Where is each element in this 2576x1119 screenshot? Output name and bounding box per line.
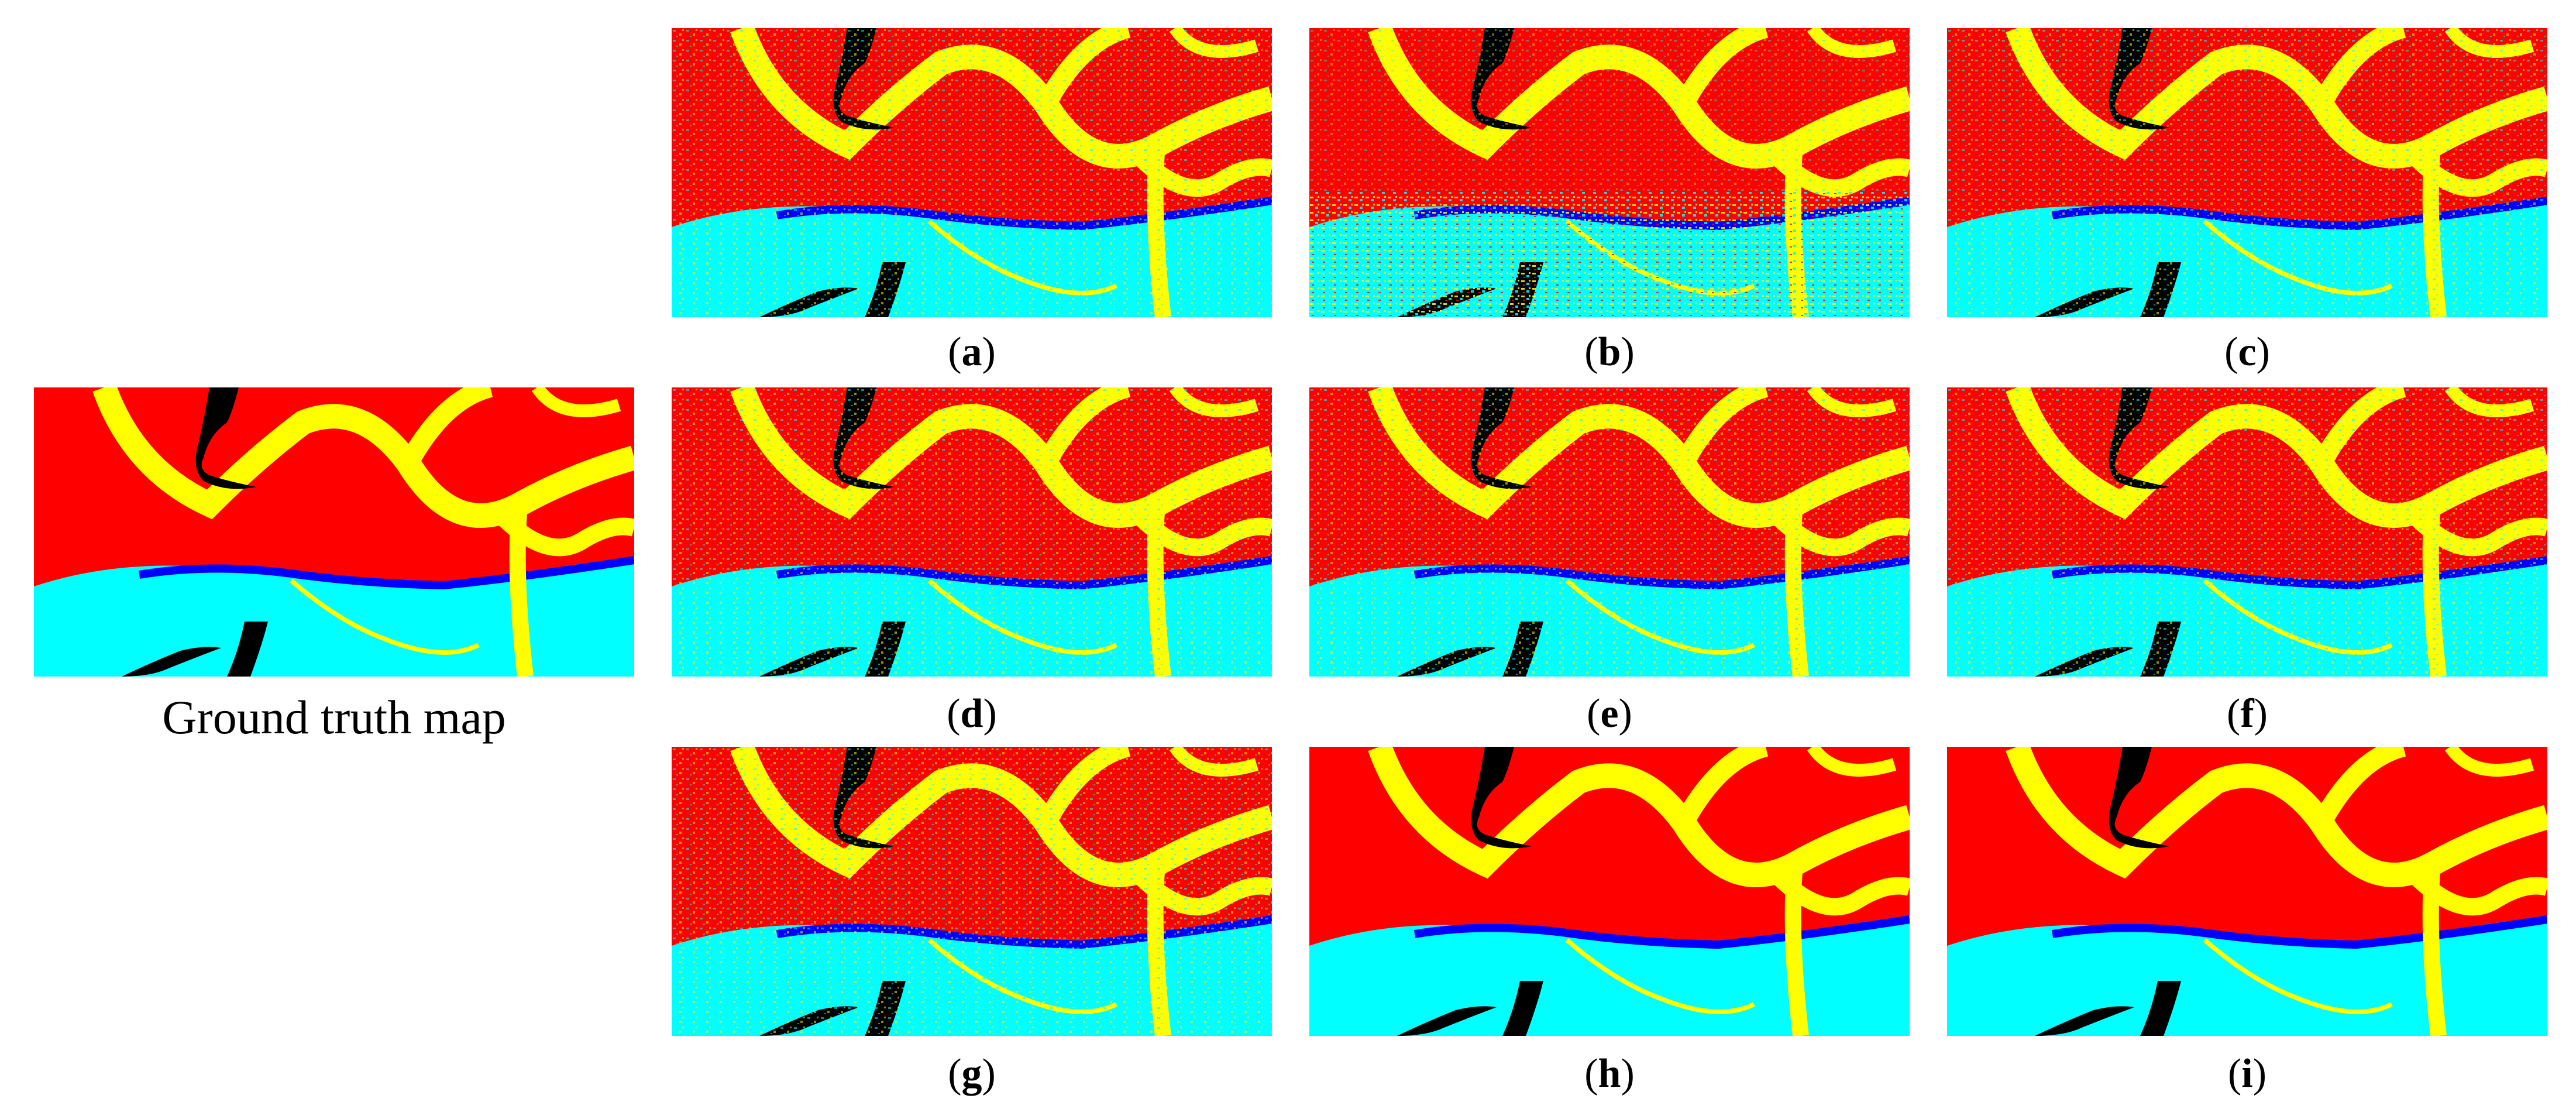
caption-g: (g) (672, 1053, 1272, 1094)
caption-e-close: ) (1618, 691, 1632, 736)
caption-h-letter: h (1598, 1051, 1621, 1096)
caption-f: (f) (1947, 694, 2547, 734)
result-map-a (672, 28, 1272, 317)
result-map-f (1947, 387, 2547, 677)
caption-f-open: ( (2227, 691, 2241, 736)
result-map-e-graphic (1309, 387, 1910, 677)
ground-truth-map-image (34, 387, 634, 677)
caption-c-close: ) (2256, 329, 2270, 375)
caption-a: (a) (672, 332, 1272, 373)
result-map-b (1309, 28, 1910, 317)
result-map-c (1947, 28, 2547, 317)
caption-b-letter: b (1598, 329, 1621, 375)
caption-h: (h) (1309, 1053, 1910, 1094)
result-map-b-graphic (1309, 28, 1910, 317)
result-map-g-graphic (672, 747, 1272, 1036)
caption-a-close: ) (982, 329, 996, 375)
caption-d-letter: d (960, 691, 983, 736)
caption-d-close: ) (983, 691, 997, 736)
caption-a-letter: a (961, 329, 982, 375)
result-map-f-graphic (1947, 387, 2547, 677)
ground-truth-map-graphic (34, 387, 634, 677)
caption-e-letter: e (1600, 691, 1619, 736)
caption-e-open: ( (1587, 691, 1601, 736)
caption-b-close: ) (1621, 329, 1635, 375)
caption-i-letter: i (2241, 1051, 2253, 1096)
caption-i: (i) (1947, 1053, 2547, 1094)
ground-truth-caption: Ground truth map (162, 691, 506, 744)
caption-g-letter: g (961, 1051, 982, 1096)
caption-f-close: ) (2254, 691, 2268, 736)
caption-c-letter: c (2238, 329, 2257, 375)
caption-d-open: ( (947, 691, 961, 736)
result-map-h-graphic (1309, 747, 1910, 1036)
result-map-a-graphic (672, 28, 1272, 317)
result-map-g (672, 747, 1272, 1036)
caption-d: (d) (672, 694, 1272, 734)
caption-h-close: ) (1621, 1051, 1635, 1096)
caption-h-open: ( (1584, 1051, 1598, 1096)
caption-c-open: ( (2224, 329, 2238, 375)
caption-b: (b) (1309, 332, 1910, 373)
caption-g-open: ( (948, 1051, 962, 1096)
caption-c: (c) (1947, 332, 2547, 373)
caption-f-letter: f (2240, 691, 2254, 736)
caption-a-open: ( (948, 329, 962, 375)
caption-g-close: ) (982, 1051, 996, 1096)
result-map-i (1947, 747, 2547, 1036)
result-map-e (1309, 387, 1910, 677)
result-map-d-graphic (672, 387, 1272, 677)
result-map-i-graphic (1947, 747, 2547, 1036)
result-map-c-graphic (1947, 28, 2547, 317)
caption-b-open: ( (1584, 329, 1598, 375)
caption-i-close: ) (2252, 1051, 2267, 1096)
result-map-d (672, 387, 1272, 677)
caption-i-open: ( (2227, 1051, 2242, 1096)
caption-e: (e) (1309, 694, 1910, 734)
result-map-h (1309, 747, 1910, 1036)
